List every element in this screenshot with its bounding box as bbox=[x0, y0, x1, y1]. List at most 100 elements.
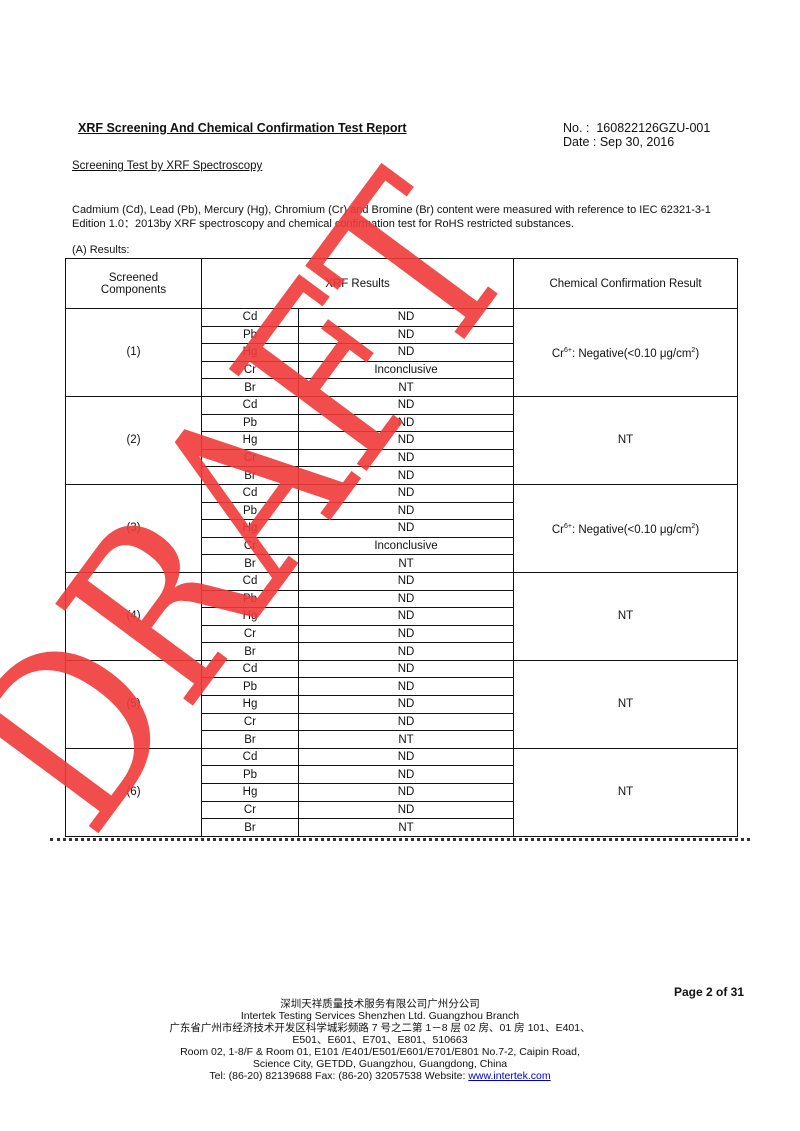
element-symbol: Cr bbox=[201, 624, 299, 644]
xrf-result: ND bbox=[298, 325, 514, 345]
xrf-result: ND bbox=[298, 413, 514, 433]
chem-result: NT bbox=[513, 659, 738, 749]
table-row: Pb ND bbox=[66, 501, 738, 521]
xrf-result: NT bbox=[298, 378, 514, 397]
table-row: Hg ND bbox=[66, 607, 738, 626]
element-symbol: Pb bbox=[201, 325, 299, 345]
element-symbol: Br bbox=[201, 818, 299, 837]
component-id: (5) bbox=[65, 659, 202, 749]
table-row: Hg ND bbox=[66, 695, 738, 714]
element-symbol: Cr bbox=[201, 448, 299, 468]
xrf-result: ND bbox=[298, 642, 514, 661]
chem-result: Cr6+: Negative(<0.10 μg/cm2) bbox=[513, 308, 738, 397]
website-link[interactable]: www.intertek.com bbox=[468, 1070, 551, 1082]
element-symbol: Pb bbox=[201, 589, 299, 609]
xrf-result: ND bbox=[298, 483, 514, 503]
table-row: Hg ND bbox=[66, 519, 738, 538]
element-symbol: Cr bbox=[201, 712, 299, 732]
xrf-result: ND bbox=[298, 448, 514, 468]
footer: 深圳天祥质量技术服务有限公司广州分公司 Intertek Testing Serv… bbox=[0, 998, 760, 1082]
footer-contact: Tel: (86-20) 82139688 Fax: (86-20) 32057… bbox=[209, 1070, 469, 1082]
section-title: Screening Test by XRF Spectroscopy bbox=[72, 160, 263, 172]
element-symbol: Hg bbox=[201, 783, 299, 802]
component-id: (1) bbox=[65, 308, 202, 397]
header-chem: Chemical Confirmation Result bbox=[513, 258, 738, 309]
header-xrf: XRF Results bbox=[201, 258, 514, 309]
element-symbol: Br bbox=[201, 642, 299, 661]
page-number: Page 2 of 31 bbox=[673, 985, 744, 999]
element-symbol: Br bbox=[201, 554, 299, 573]
report-no-label: No. : bbox=[563, 121, 590, 135]
component-id: (6) bbox=[65, 747, 202, 837]
footer-line: 深圳天祥质量技术服务有限公司广州分公司 bbox=[280, 998, 480, 1010]
intro-paragraph: Cadmium (Cd), Lead (Pb), Mercury (Hg), C… bbox=[72, 204, 711, 230]
element-symbol: Cd bbox=[201, 571, 299, 591]
xrf-result: ND bbox=[298, 747, 514, 767]
xrf-result: ND bbox=[298, 431, 514, 450]
table-row: (5) Cd ND NT bbox=[65, 659, 738, 749]
element-symbol: Hg bbox=[201, 695, 299, 714]
element-symbol: Br bbox=[201, 378, 299, 397]
footer-line: 广东省广州市经济技术开发区科学城彩频路 7 号之二第 1－8 层 02 房、01… bbox=[169, 1022, 591, 1034]
element-symbol: Pb bbox=[201, 413, 299, 433]
table-header: Screened Components XRF Results Chemical… bbox=[65, 258, 738, 309]
element-symbol: Br bbox=[201, 730, 299, 749]
xrf-result: ND bbox=[298, 519, 514, 538]
element-symbol: Hg bbox=[201, 431, 299, 450]
table-row: Pb ND bbox=[66, 413, 738, 433]
xrf-result: ND bbox=[298, 783, 514, 802]
element-symbol: Cd bbox=[201, 659, 299, 679]
table-row: Hg ND bbox=[66, 431, 738, 450]
xrf-result: ND bbox=[298, 343, 514, 362]
element-symbol: Pb bbox=[201, 501, 299, 521]
footer-line: E501、E601、E701、E801、510663 bbox=[292, 1034, 468, 1046]
xrf-result: ND bbox=[298, 659, 514, 679]
element-symbol: Cr bbox=[201, 536, 299, 556]
report-date: Sep 30, 2016 bbox=[599, 135, 675, 149]
chem-result: NT bbox=[513, 747, 738, 837]
footer-line: Room 02, 1-8/F & Room 01, E101 /E401/E50… bbox=[180, 1046, 580, 1058]
xrf-result: ND bbox=[298, 589, 514, 609]
xrf-result: ND bbox=[298, 571, 514, 591]
element-symbol: Hg bbox=[201, 607, 299, 626]
xrf-result: ND bbox=[298, 466, 514, 485]
footer-line: Intertek Testing Services Shenzhen Ltd. … bbox=[240, 1010, 520, 1022]
xrf-result: NT bbox=[298, 818, 514, 837]
element-symbol: Hg bbox=[201, 343, 299, 362]
element-symbol: Cr bbox=[201, 360, 299, 380]
table-row: Br NT bbox=[66, 818, 738, 837]
report-meta: No. : 160822126GZU-001 Date : Sep 30, 20… bbox=[563, 121, 710, 149]
element-symbol: Cd bbox=[201, 747, 299, 767]
xrf-result: ND bbox=[298, 624, 514, 644]
element-symbol: Cd bbox=[201, 395, 299, 415]
xrf-result: ND bbox=[298, 501, 514, 521]
table-row: (3) Cd ND Cr6+: Negative(<0.10 μg/cm2) bbox=[65, 483, 738, 573]
footer-line: Science City, GETDD, Guangzhou, Guangdon… bbox=[252, 1058, 508, 1070]
xrf-result: ND bbox=[298, 607, 514, 626]
element-symbol: Cd bbox=[201, 308, 299, 327]
xrf-result: ND bbox=[298, 800, 514, 820]
xrf-result: NT bbox=[298, 730, 514, 749]
table-row: (4) Cd ND NT bbox=[65, 571, 738, 661]
header-components: Screened Components bbox=[65, 258, 202, 309]
table-row: Cr ND bbox=[66, 624, 738, 644]
xrf-result: NT bbox=[298, 554, 514, 573]
chem-result: Cr6+: Negative(<0.10 μg/cm2) bbox=[513, 483, 738, 573]
xrf-result: Inconclusive bbox=[298, 536, 514, 556]
xrf-result: ND bbox=[298, 677, 514, 697]
element-symbol: Pb bbox=[201, 765, 299, 785]
element-symbol: Hg bbox=[201, 519, 299, 538]
xrf-result: ND bbox=[298, 395, 514, 415]
divider bbox=[50, 838, 750, 841]
element-symbol: Cr bbox=[201, 800, 299, 820]
table-row: (6) Cd ND NT bbox=[65, 747, 738, 837]
report-no: 160822126GZU-001 bbox=[596, 121, 711, 135]
xrf-result: Inconclusive bbox=[298, 360, 514, 380]
date-label: Date : bbox=[563, 135, 597, 149]
element-symbol: Pb bbox=[201, 677, 299, 697]
component-id: (3) bbox=[65, 483, 202, 573]
report-title: XRF Screening And Chemical Confirmation … bbox=[78, 121, 407, 135]
xrf-result: ND bbox=[298, 695, 514, 714]
component-id: (2) bbox=[65, 395, 202, 485]
xrf-result: ND bbox=[298, 765, 514, 785]
